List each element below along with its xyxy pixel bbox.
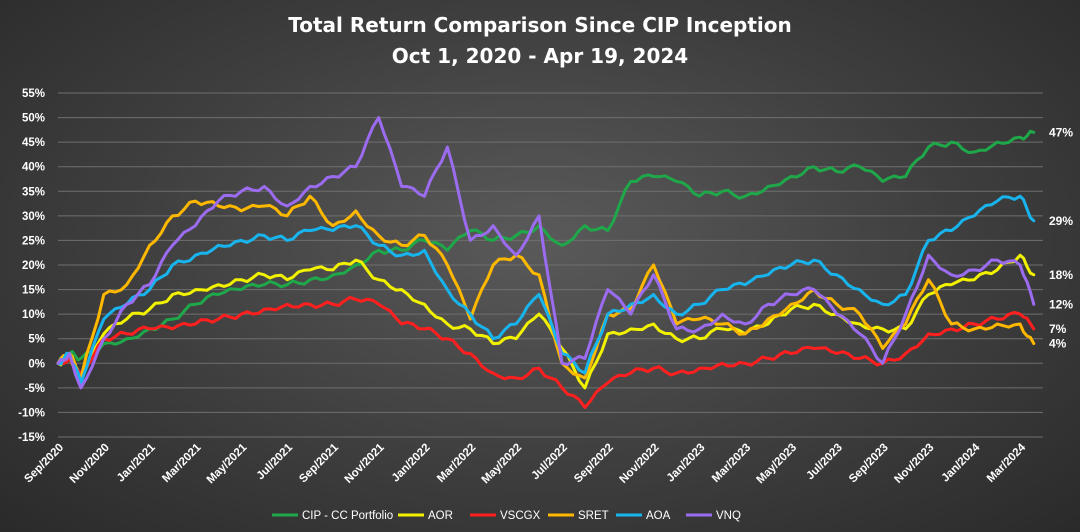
x-tick-label: May/2023 (754, 442, 799, 487)
y-tick-label: 55% (22, 88, 45, 100)
y-tick-label: 10% (22, 309, 45, 321)
y-tick-label: 35% (22, 186, 45, 198)
x-tick-label: Nov/2021 (343, 441, 388, 486)
series-line (56, 194, 1036, 385)
y-tick-label: 40% (22, 162, 45, 174)
x-tick-label: Jan/2024 (940, 441, 983, 484)
legend-label: CIP - CC Portfolio (302, 510, 393, 522)
y-tick-label: 25% (22, 235, 45, 247)
x-tick-label: May/2021 (205, 441, 250, 486)
y-tick-label: 50% (22, 113, 45, 125)
legend-label: VNQ (716, 510, 741, 522)
y-tick-label: -5% (25, 383, 45, 395)
x-tick-label: Jan/2021 (115, 441, 158, 484)
x-tick-label: Jul/2023 (804, 442, 845, 483)
x-axis-ticks: Sep/2020 Nov/2020 Jan/2021 Mar/2021 May/2021… (22, 441, 1028, 486)
series-line (56, 116, 1036, 390)
legend-label: SRET (578, 510, 609, 522)
legend-label: AOR (428, 510, 453, 522)
y-tick-label: 5% (28, 334, 45, 346)
plot-series (56, 116, 1036, 409)
end-labels: 47% 18% 7%4% 29% 12% (1049, 125, 1073, 350)
end-value-label: 7% (1049, 322, 1067, 336)
legend: CIP - CC Portfolio AOR VSCGX SRET AOA VNQ (272, 510, 741, 522)
x-tick-label: Nov/2020 (68, 442, 112, 486)
chart-title: Total Return Comparison Since CIP Incept… (288, 13, 792, 37)
y-tick-label: 20% (22, 260, 45, 272)
end-value-label: 12% (1049, 297, 1073, 311)
x-tick-label: Sep/2020 (22, 442, 66, 486)
series-line (56, 295, 1036, 409)
end-value-label: 29% (1049, 214, 1073, 228)
series-line (56, 129, 1036, 365)
y-tick-label: -10% (18, 407, 45, 419)
x-tick-label: Sep/2021 (297, 441, 341, 485)
x-tick-label: Nov/2022 (617, 442, 661, 486)
x-tick-label: Mar/2023 (710, 442, 753, 485)
x-tick-label: Mar/2024 (985, 441, 1029, 485)
end-value-label: 18% (1049, 268, 1073, 282)
x-tick-label: Jul/2021 (255, 441, 296, 482)
chart-subtitle: Oct 1, 2020 - Apr 19, 2024 (392, 44, 688, 68)
y-tick-label: 15% (22, 285, 45, 297)
x-tick-label: Mar/2022 (435, 442, 478, 485)
grid-lines (58, 92, 1043, 438)
y-tick-label: 30% (22, 211, 45, 223)
x-tick-label: Jan/2023 (665, 442, 708, 485)
y-axis-ticks: 55% 50% 45% 40% 35% 30% 25% 20% 15% 10% 5% 0% -5% -10… (18, 88, 45, 444)
end-value-label: 4% (1049, 337, 1067, 351)
x-tick-label: Nov/2023 (892, 442, 936, 486)
x-tick-label: Sep/2023 (847, 442, 891, 486)
x-tick-label: Sep/2022 (572, 442, 616, 486)
x-tick-label: Jul/2022 (529, 442, 570, 483)
y-tick-label: 45% (22, 137, 45, 149)
series-line (56, 194, 1036, 380)
legend-label: VSCGX (500, 510, 541, 522)
x-tick-label: May/2022 (480, 442, 525, 487)
end-value-label: 47% (1049, 125, 1073, 139)
x-tick-label: Mar/2021 (160, 441, 204, 485)
legend-label: AOA (646, 510, 671, 522)
series-line (56, 253, 1036, 390)
y-tick-label: 0% (28, 358, 45, 370)
y-tick-label: -15% (18, 432, 45, 444)
x-tick-label: Jan/2022 (390, 442, 433, 485)
